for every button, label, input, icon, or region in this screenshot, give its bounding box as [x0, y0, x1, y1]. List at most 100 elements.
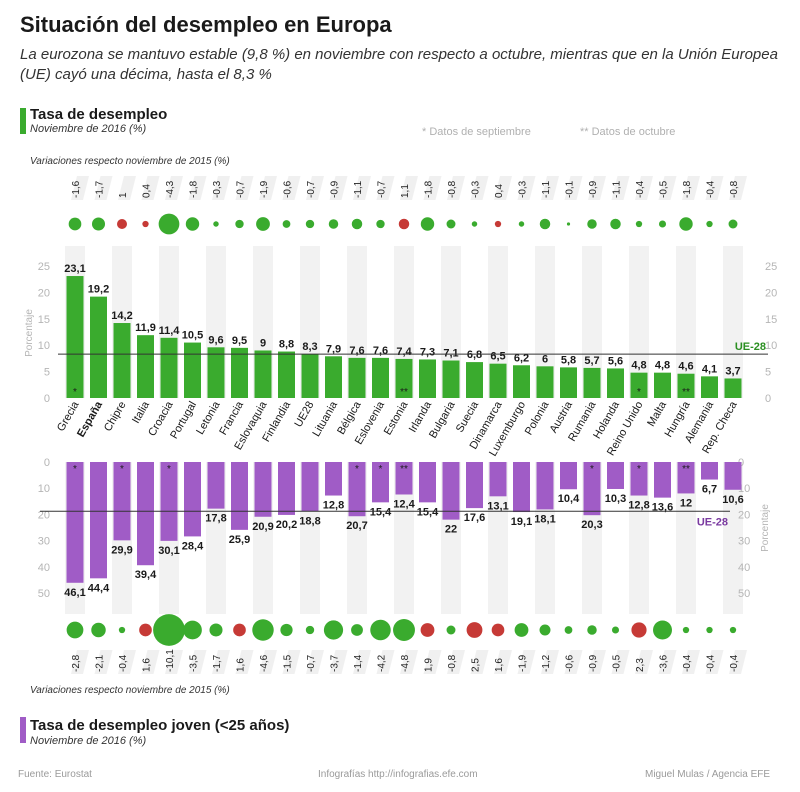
top-bar-0 — [66, 276, 84, 398]
bottom-variation-dot — [539, 624, 551, 636]
top-value-label: 7,9 — [326, 343, 341, 355]
bottom-marker: * — [637, 464, 641, 475]
top-value-label: 23,1 — [64, 263, 85, 275]
bottom-variation-label: 2,3 — [635, 658, 646, 672]
bottom-value-label: 20,3 — [581, 519, 602, 531]
top-value-label: 8,8 — [279, 339, 294, 351]
bottom-variation-chip — [188, 650, 207, 674]
top-ytick-left: 20 — [38, 287, 50, 299]
top-variation-label: -1,6 — [71, 180, 82, 198]
top-value-label: 4,8 — [655, 360, 670, 372]
top-variation-chip — [212, 176, 230, 200]
bottom-value-label: 18,8 — [299, 515, 320, 527]
bottom-variation-dot — [587, 625, 597, 635]
bottom-variation-dot — [631, 622, 647, 638]
bottom-bar-20 — [536, 462, 554, 510]
top-variation-chip — [729, 176, 747, 200]
bottom-value-label: 10,4 — [558, 493, 580, 505]
bottom-variation-label: -1,9 — [518, 654, 529, 672]
bottom-bar-8 — [254, 462, 272, 517]
top-bar-12 — [348, 357, 366, 398]
top-section-title: Tasa de desempleo — [30, 106, 168, 123]
bottom-variation-chip — [306, 650, 324, 674]
bottom-variation-dot — [323, 620, 344, 640]
bottom-value-label: 13,1 — [487, 500, 508, 512]
bottom-bar-17 — [466, 462, 483, 509]
top-variation-chip — [541, 176, 559, 200]
top-variation-chip — [282, 176, 301, 200]
top-section-subtitle: Noviembre de 2016 (%) — [30, 123, 147, 135]
top-variation-dot — [328, 219, 339, 229]
bottom-variation-dot — [139, 623, 152, 637]
top-value-label: 6,8 — [467, 349, 482, 361]
bottom-variation-chip — [705, 650, 724, 674]
bottom-bar-10 — [301, 462, 319, 512]
top-variation-chip — [470, 176, 489, 200]
top-value-label: 5,7 — [584, 355, 599, 367]
bottom-value-label: 20,7 — [346, 520, 367, 532]
bottom-bar-22 — [583, 462, 601, 516]
top-variation-chip — [423, 176, 442, 200]
bottom-variation-dot — [370, 619, 391, 641]
top-bar-10 — [301, 354, 319, 398]
top-ytick-right: 10 — [765, 340, 777, 352]
bottom-bar-1 — [90, 462, 107, 579]
bottom-value-label: 19,1 — [511, 516, 532, 528]
bottom-variation-dot — [252, 619, 274, 641]
bottom-bar-12 — [348, 462, 366, 517]
stripe-top-28 — [723, 246, 743, 398]
top-variation-label: -1,7 — [95, 180, 106, 198]
top-value-label: 5,8 — [561, 354, 576, 366]
bottom-variation-chip — [635, 650, 653, 674]
bottom-variation-label: -1,5 — [283, 654, 294, 672]
bottom-variation-label: Variaciones respecto noviembre de 2015 (… — [30, 685, 230, 696]
top-variation-dot — [91, 217, 106, 231]
bottom-variation-dot — [706, 626, 713, 634]
bottom-ytick-left: 20 — [38, 509, 50, 521]
top-variation-label: -4,3 — [165, 180, 176, 198]
stripe-bottom-14 — [394, 462, 414, 614]
top-variation-label: 1 — [118, 192, 129, 198]
bottom-value-label: 15,4 — [417, 506, 439, 518]
top-bar-5 — [184, 342, 201, 398]
bottom-variation-chip — [517, 650, 536, 674]
bottom-variation-chip — [71, 650, 89, 674]
top-variation-label: -0,4 — [706, 180, 717, 198]
footer-author: Miguel Mulas / Agencia EFE — [645, 769, 771, 780]
bottom-value-label: 17,8 — [205, 513, 226, 525]
bottom-variation-chip — [212, 650, 230, 674]
bottom-ytick-left: 30 — [38, 536, 50, 548]
bottom-ytick-left: 0 — [44, 457, 50, 469]
bottom-ytick-left: 10 — [38, 483, 50, 495]
bottom-variation-label: -4,6 — [259, 654, 270, 672]
bottom-variation-chip — [729, 650, 747, 674]
bottom-variation-label: 1,6 — [236, 658, 247, 672]
top-value-label: 7,4 — [396, 346, 412, 358]
top-variation-label: 0,4 — [142, 184, 153, 198]
bottom-variation-dot — [420, 623, 435, 637]
bottom-bar-23 — [607, 462, 624, 489]
top-variation-dot — [610, 218, 621, 230]
top-bar-2 — [113, 323, 131, 398]
top-ytick-left: 25 — [38, 261, 50, 273]
top-variation-chip — [635, 176, 653, 200]
top-value-label: 5,6 — [608, 355, 623, 367]
top-variation-label: -0,1 — [565, 180, 576, 198]
top-value-label: 7,1 — [443, 348, 458, 360]
top-ytick-right: 20 — [765, 287, 777, 299]
top-variation-label: -0,7 — [377, 180, 388, 198]
top-variation-chip — [400, 176, 418, 200]
top-bar-26 — [677, 373, 695, 398]
top-value-label: 6,5 — [490, 351, 505, 363]
bottom-variation-label: 2,5 — [471, 658, 482, 672]
bottom-value-label: 29,9 — [111, 544, 132, 556]
top-bar-23 — [607, 368, 624, 398]
top-bar-16 — [442, 360, 460, 398]
bottom-variation-dot — [393, 619, 415, 641]
bottom-value-label: 20,9 — [252, 521, 273, 533]
bottom-ytick-left: 40 — [38, 562, 50, 574]
top-value-label: 7,6 — [349, 345, 364, 357]
top-bar-24 — [630, 372, 648, 398]
top-variation-chip — [118, 176, 136, 200]
top-value-label: 3,7 — [725, 365, 740, 377]
